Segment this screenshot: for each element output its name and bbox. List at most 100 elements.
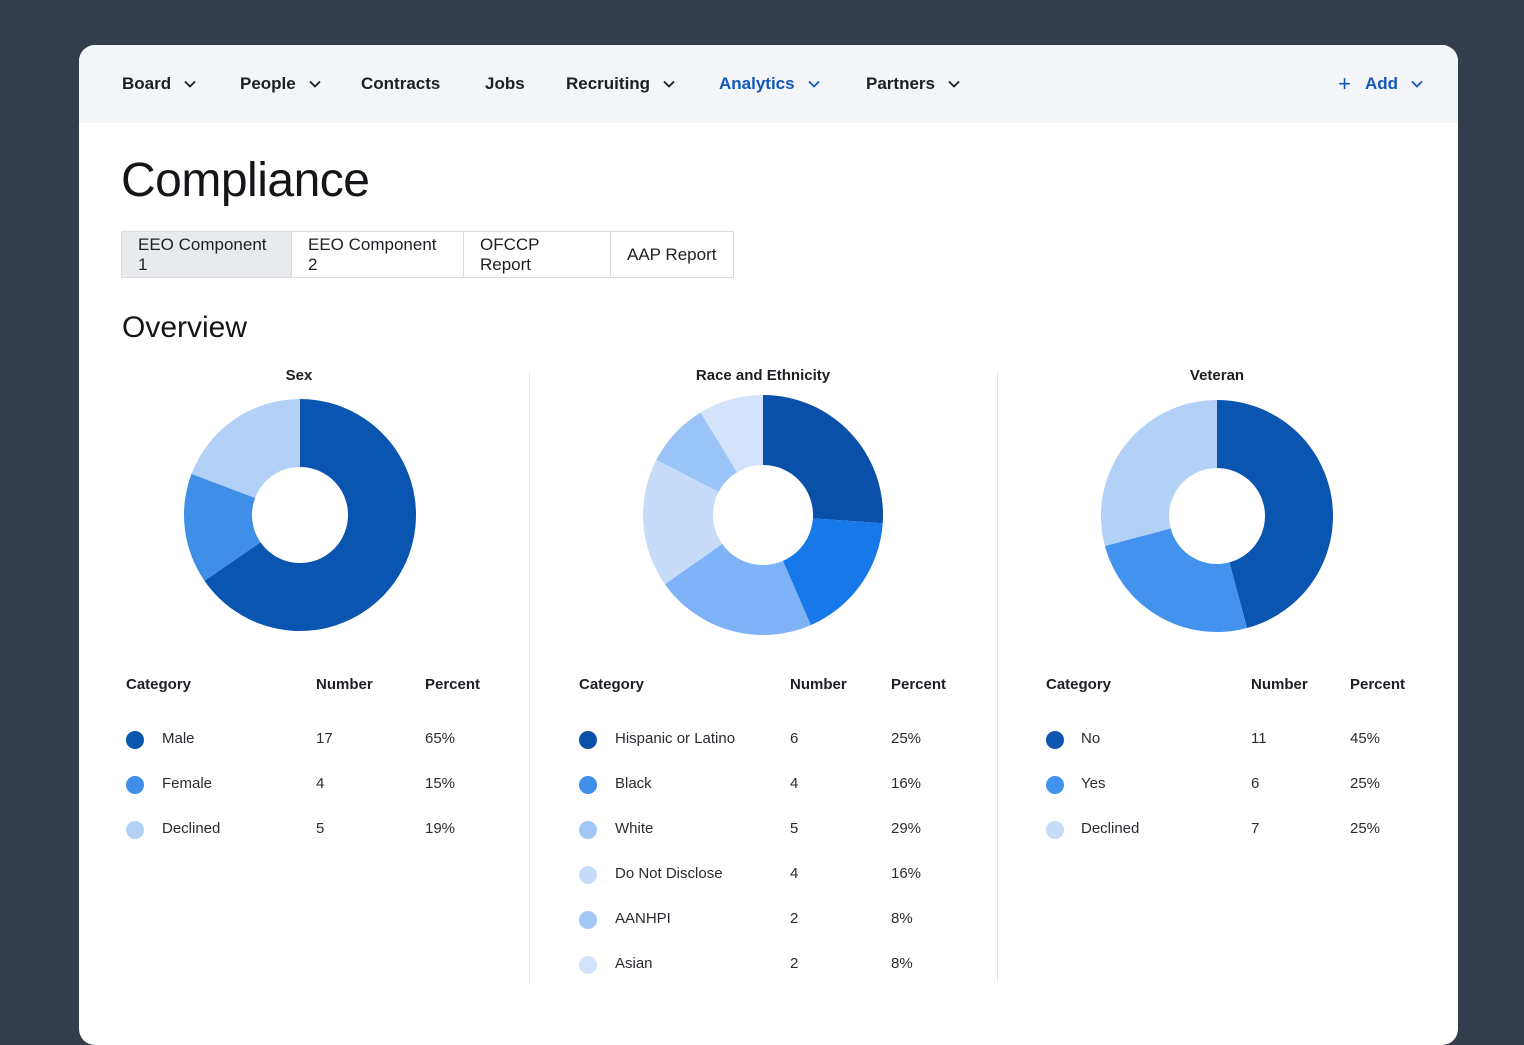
- nav-item-contracts[interactable]: Contracts: [361, 45, 440, 123]
- chevron-down-icon: [183, 77, 197, 91]
- column-header-category: Category: [579, 676, 645, 693]
- legend-dot: [1046, 731, 1064, 749]
- pie-slice-no: [1217, 400, 1333, 629]
- category-cell: Black: [615, 775, 652, 792]
- category-cell: AANHPI: [615, 910, 671, 927]
- add-button-label: Add: [1364, 74, 1398, 93]
- column-header-percent: Percent: [425, 676, 481, 693]
- category-cell: Yes: [1081, 775, 1106, 792]
- number-cell: 6: [1251, 775, 1260, 792]
- percent-cell: 19%: [425, 820, 456, 837]
- section-title: Overview: [122, 311, 248, 344]
- nav-item-analytics[interactable]: Analytics: [719, 45, 821, 123]
- column-header-number: Number: [1251, 676, 1308, 693]
- category-cell: Asian: [615, 955, 653, 972]
- pie-slice-white: [664, 543, 811, 635]
- nav-item-jobs[interactable]: Jobs: [485, 45, 525, 123]
- chevron-down-icon: [947, 77, 961, 91]
- donut-chart-veteran: [1101, 400, 1333, 632]
- chevron-down-icon: [308, 77, 322, 91]
- percent-cell: 8%: [891, 955, 913, 972]
- column-header-number: Number: [316, 676, 373, 693]
- pie-slice-black: [782, 518, 883, 626]
- nav-item-label: Partners: [866, 74, 935, 93]
- percent-cell: 25%: [1350, 820, 1381, 837]
- tab-aap-report[interactable]: AAP Report: [627, 244, 717, 264]
- nav-item-label: People: [240, 74, 296, 93]
- pie-slice-do-not-disclose: [643, 459, 723, 585]
- percent-cell: 16%: [891, 865, 922, 882]
- chart-panel-veteran: Veteran Category Number Percent No 11 45% Y…: [1040, 367, 1440, 987]
- column-header-number: Number: [790, 676, 847, 693]
- number-cell: 11: [1251, 730, 1267, 747]
- number-cell: 5: [316, 820, 325, 837]
- category-cell: Male: [162, 730, 195, 747]
- nav-item-label: Board: [122, 74, 172, 93]
- report-tabs: EEO Component 1 EEO Component 2 OFCCP Re…: [121, 231, 734, 278]
- category-cell: Female: [162, 775, 213, 792]
- tab-ofccp-report[interactable]: OFCCP Report: [464, 232, 611, 277]
- nav-item-label: Analytics: [719, 74, 795, 93]
- number-cell: 4: [790, 865, 799, 882]
- column-header-category: Category: [1046, 676, 1112, 693]
- nav-item-label: Jobs: [485, 74, 525, 93]
- pie-slice-yes: [1104, 528, 1248, 632]
- category-cell: No: [1081, 730, 1101, 747]
- chart-panel-race-ethnicity: Race and Ethnicity Category Number Perce…: [572, 367, 972, 987]
- category-cell: Hispanic or Latino: [615, 730, 736, 747]
- panel-divider: [529, 372, 530, 982]
- chart-title: Veteran: [1189, 367, 1245, 384]
- percent-cell: 15%: [425, 775, 456, 792]
- percent-cell: 25%: [891, 730, 922, 747]
- category-cell: White: [615, 820, 654, 837]
- add-button[interactable]: + Add: [1338, 45, 1424, 123]
- number-cell: 17: [316, 730, 333, 747]
- chevron-down-icon: [662, 77, 676, 91]
- number-cell: 5: [790, 820, 799, 837]
- donut-chart-sex: [184, 399, 416, 631]
- number-cell: 4: [790, 775, 799, 792]
- number-cell: 7: [1251, 820, 1260, 837]
- legend-dot: [1046, 821, 1064, 839]
- percent-cell: 25%: [1350, 775, 1381, 792]
- category-cell: Do Not Disclose: [615, 865, 723, 882]
- pie-slice-aanhpi: [656, 412, 738, 492]
- tab-eeo-component-2[interactable]: EEO Component 2: [292, 232, 464, 277]
- nav-item-label: Recruiting: [566, 74, 651, 93]
- legend-dot: [579, 731, 597, 749]
- tab-eeo-component-1[interactable]: EEO Component 1: [122, 232, 292, 277]
- pie-slice-female: [184, 473, 261, 581]
- nav-item-board[interactable]: Board: [122, 45, 197, 123]
- nav-item-people[interactable]: People: [240, 45, 322, 123]
- donut-chart-race-ethnicity: [643, 395, 883, 635]
- legend-dot: [579, 776, 597, 794]
- column-header-percent: Percent: [891, 676, 947, 693]
- nav-item-label: Contracts: [361, 74, 441, 93]
- percent-cell: 16%: [891, 775, 922, 792]
- legend-dot: [126, 731, 144, 749]
- chart-title: Sex: [285, 367, 313, 384]
- legend-dot: [126, 821, 144, 839]
- app-window: Board People Contracts Jobs Recruiting A…: [79, 45, 1458, 1045]
- percent-cell: 65%: [425, 730, 456, 747]
- legend-dot: [579, 866, 597, 884]
- category-cell: Declined: [1081, 820, 1140, 837]
- pie-slice-hispanic-or-latino: [763, 395, 883, 524]
- number-cell: 6: [790, 730, 799, 747]
- nav-item-recruiting[interactable]: Recruiting: [566, 45, 676, 123]
- pie-slice-asian: [700, 395, 763, 473]
- nav-item-partners[interactable]: Partners: [866, 45, 961, 123]
- number-cell: 2: [790, 955, 799, 972]
- page-title: Compliance: [121, 154, 370, 207]
- column-header-category: Category: [126, 676, 192, 693]
- top-navbar: Board People Contracts Jobs Recruiting A…: [79, 45, 1458, 123]
- chart-panel-sex: Sex Category Number Percent Male 17 65% Fem…: [119, 367, 519, 987]
- legend-dot: [579, 821, 597, 839]
- chart-title: Race and Ethnicity: [695, 367, 831, 384]
- column-header-percent: Percent: [1350, 676, 1406, 693]
- percent-cell: 45%: [1350, 730, 1381, 747]
- legend-dot: [126, 776, 144, 794]
- pie-slice-male: [204, 399, 416, 631]
- plus-icon: +: [1338, 71, 1351, 96]
- percent-cell: 29%: [891, 820, 922, 837]
